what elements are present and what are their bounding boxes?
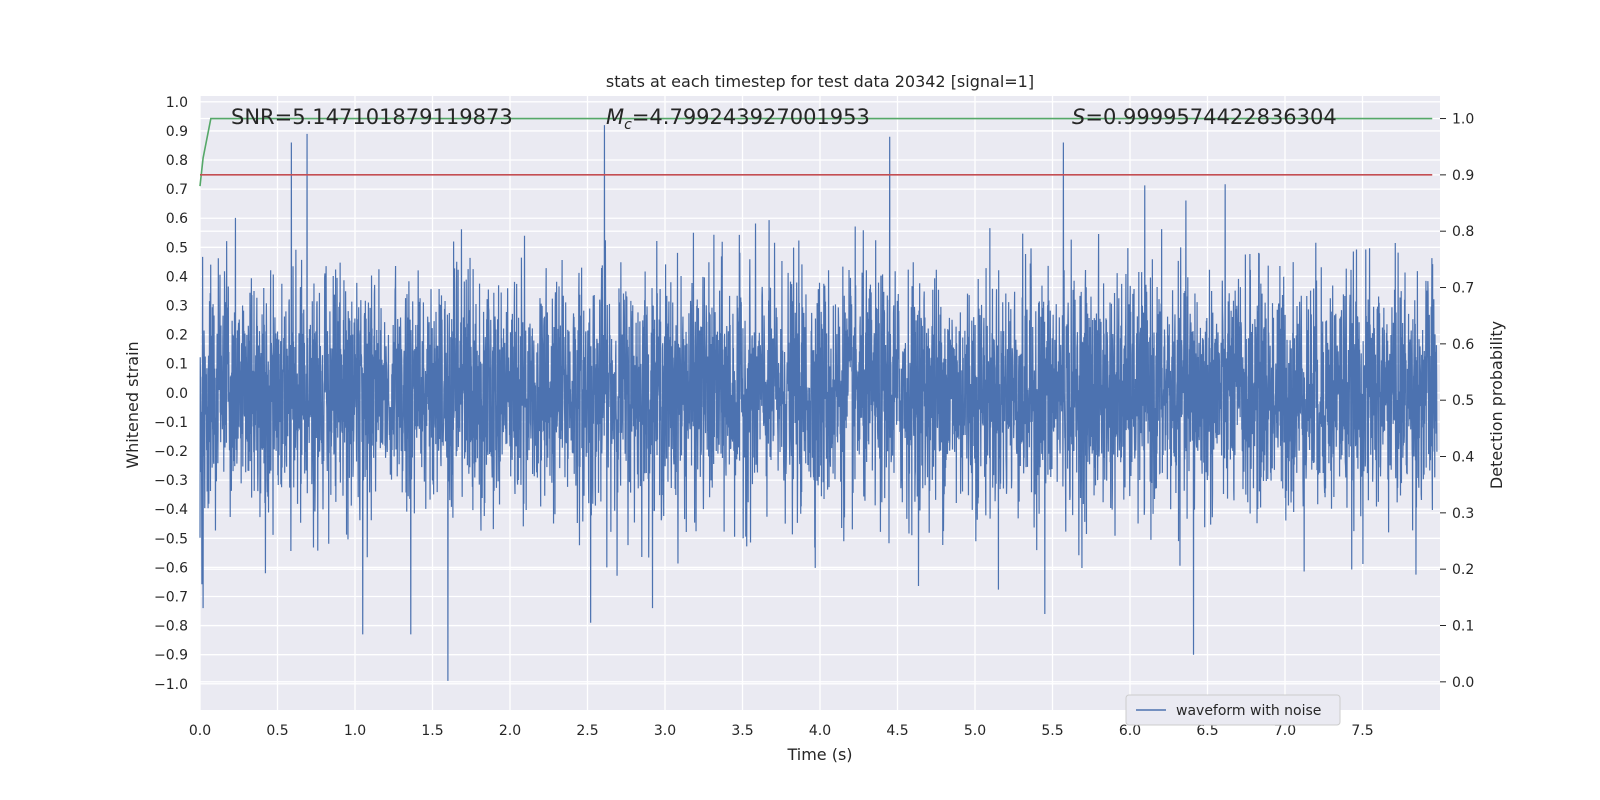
x-tick-label: 3.0 (654, 723, 676, 739)
x-tick-label: 2.0 (499, 723, 521, 739)
x-axis-label: Time (s) (786, 745, 852, 764)
x-tick-label: 6.0 (1119, 723, 1141, 739)
waveform-series (199, 125, 1438, 681)
y-tick-label: 0.4 (166, 269, 188, 285)
y2-tick-label: 0.7 (1452, 281, 1474, 297)
y2-axis-label: Detection probability (1487, 321, 1506, 489)
y2-tick-label: 0.0 (1452, 675, 1474, 691)
chirp-mass-annotation: Mc=4.799243927001953 (606, 105, 870, 133)
y-tick-label: −0.9 (154, 648, 188, 664)
y2-tick-label: 0.2 (1452, 562, 1474, 578)
legend-box (1125, 694, 1341, 726)
y-tick-label: 0.7 (166, 182, 188, 198)
x-tick-label: 0.0 (189, 723, 211, 739)
y-tick-label: 0.6 (166, 211, 188, 227)
y-tick-labels: 1.0 0.9 0.8 0.7 0.6 0.5 0.4 0.3 0.2 0.1 0.0 −0.1 −0.… (154, 95, 188, 693)
chart-title: stats at each timestep for test data 203… (606, 72, 1034, 91)
legend: waveform with noise (1125, 694, 1341, 726)
y-tick-label: −0.8 (154, 619, 188, 635)
y-tick-label: 0.9 (166, 124, 188, 140)
y-tick-label: −0.5 (154, 531, 188, 547)
y-axis-label: Whitened strain (123, 341, 142, 468)
y-tick-label: 0.1 (166, 357, 188, 373)
s-annotation: S=0.9999574422836304 (1072, 105, 1337, 129)
y2-tick-label: 0.3 (1452, 506, 1474, 522)
y-tick-label: 0.0 (166, 386, 188, 402)
y2-tick-labels: 1.0 0.9 0.8 0.7 0.6 0.5 0.4 0.3 0.2 0.1 0.0 (1440, 112, 1474, 691)
x-tick-label: 5.0 (964, 723, 986, 739)
legend-entry-waveform: waveform with noise (1176, 703, 1321, 719)
snr-annotation: SNR=5.147101879119873 (231, 105, 513, 129)
y-tick-label: −0.6 (154, 560, 188, 576)
detection-probability-line (199, 117, 1433, 187)
y-tick-label: −0.2 (154, 444, 188, 460)
y2-tick-label: 1.0 (1452, 112, 1474, 128)
x-tick-label: 7.0 (1274, 723, 1296, 739)
y-tick-label: −0.7 (154, 590, 188, 606)
y2-tick-label: 0.8 (1452, 224, 1474, 240)
x-tick-label: 2.5 (576, 723, 598, 739)
y2-tick-label: 0.5 (1452, 393, 1474, 409)
y-tick-label: −0.4 (154, 502, 188, 518)
y-tick-label: −1.0 (154, 677, 188, 693)
x-tick-label: 7.5 (1351, 723, 1373, 739)
x-tick-label: 4.0 (809, 723, 831, 739)
y2-tick-label: 0.1 (1452, 619, 1474, 635)
y2-tick-label: 0.6 (1452, 337, 1474, 353)
y-tick-label: −0.1 (154, 415, 188, 431)
y2-tick-label: 0.4 (1452, 450, 1474, 466)
y2-tick-label: 0.9 (1452, 168, 1474, 184)
x-tick-label: 1.0 (344, 723, 366, 739)
y-tick-label: −0.3 (154, 473, 188, 489)
y-tick-label: 0.5 (166, 240, 188, 256)
y-tick-label: 0.3 (166, 299, 188, 315)
x-tick-label: 0.5 (266, 723, 288, 739)
y-tick-label: 0.2 (166, 328, 188, 344)
y-tick-label: 1.0 (166, 95, 188, 111)
y-tick-label: 0.8 (166, 153, 188, 169)
x-tick-label: 3.5 (731, 723, 753, 739)
waveform-line (199, 125, 1438, 681)
x-tick-label: 5.5 (1041, 723, 1063, 739)
x-tick-label: 1.5 (421, 723, 443, 739)
x-tick-labels: 0.0 0.5 1.0 1.5 2.0 2.5 3.0 3.5 4.0 4.5 5.0 5.5 6.0 6… (189, 723, 1374, 739)
x-tick-label: 6.5 (1196, 723, 1218, 739)
x-tick-label: 4.5 (886, 723, 908, 739)
